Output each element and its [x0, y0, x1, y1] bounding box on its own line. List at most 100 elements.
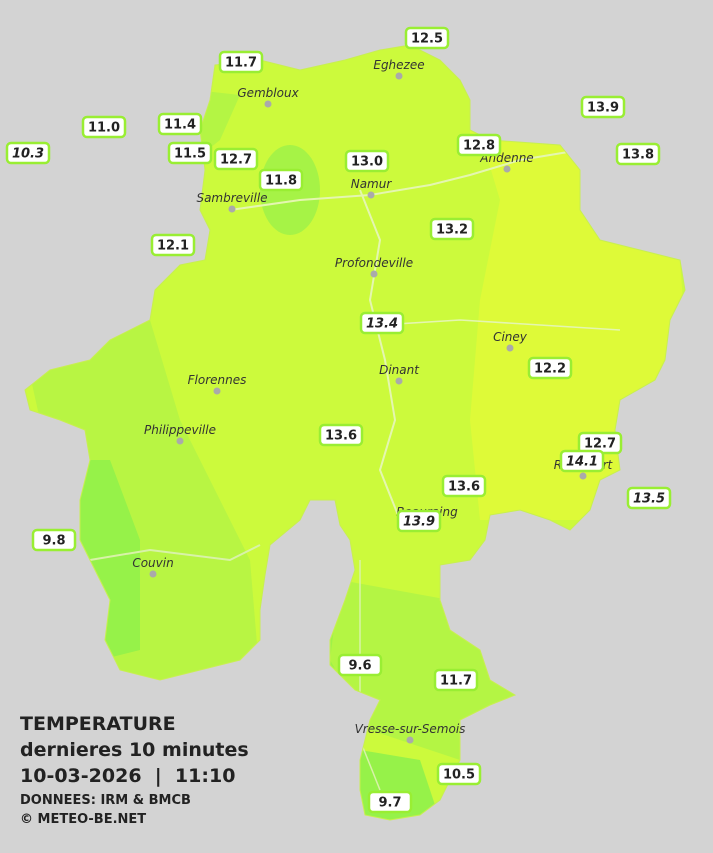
stations: 12.5 11.7 11.0 11.4 10.3 11.5 12.7 11.8 13.0 12.8… [5, 26, 672, 814]
city-dot [149, 570, 157, 578]
station: 13.6 [318, 423, 364, 447]
legend-source: DONNEES: IRM & BMCB [20, 793, 191, 808]
city-dot [228, 205, 236, 213]
legend-copyright: © METEO-BE.NET [20, 812, 146, 827]
city-label: Ciney [493, 330, 528, 344]
city-label: Eghezee [373, 58, 424, 72]
station-value: 12.1 [157, 239, 189, 254]
station-value: 13.0 [351, 155, 383, 170]
legend-datetime: 10-03-2026 | 11:10 [20, 765, 235, 787]
station-box [404, 26, 450, 50]
station-value: 13.9 [403, 515, 435, 530]
station-value: 14.1 [566, 455, 598, 470]
city-label: Profondeville [335, 256, 413, 270]
city-label: Dinant [379, 363, 420, 377]
station: 11.4 [157, 112, 203, 136]
city-label: Philippeville [144, 423, 216, 437]
station-value: 11.8 [265, 174, 297, 189]
station: 9.8 [31, 528, 77, 552]
station: 12.8 [456, 133, 502, 157]
station-value: 12.7 [220, 153, 252, 168]
station-value: 12.8 [463, 139, 495, 154]
station-box [559, 449, 605, 473]
station: 13.5 [626, 486, 672, 510]
station: 11.5 [167, 141, 213, 165]
station: 14.1 [559, 449, 605, 473]
station: 13.0 [344, 149, 390, 173]
station-value: 13.6 [325, 429, 357, 444]
station-box [337, 653, 383, 677]
station-value: 13.5 [633, 492, 665, 507]
station: 10.5 [436, 762, 482, 786]
station-box [396, 509, 442, 533]
station-value: 9.8 [42, 534, 65, 549]
station-value: 11.4 [164, 118, 196, 133]
station-box [150, 233, 196, 257]
city-label: Florennes [188, 373, 247, 387]
station: 12.2 [527, 356, 573, 380]
station-value: 11.7 [225, 56, 257, 71]
station-box [367, 790, 413, 814]
city-dot [406, 736, 414, 744]
station-value: 9.6 [348, 659, 371, 674]
station-box [258, 168, 304, 192]
station: 10.3 [5, 141, 51, 165]
city-dot [367, 191, 375, 199]
station-box [429, 217, 475, 241]
station-box [433, 668, 479, 692]
station-box [213, 147, 259, 171]
station: 9.6 [337, 653, 383, 677]
station-box [167, 141, 213, 165]
city-dot [176, 437, 184, 445]
station-box [81, 115, 127, 139]
city-dot [370, 270, 378, 278]
station-value: 11.0 [88, 121, 120, 136]
legend-title: TEMPERATURE [20, 713, 176, 735]
cities: GemblouxEghezeeAndenneNamurSambrevillePr… [132, 58, 614, 744]
station-value: 10.5 [443, 768, 475, 783]
station: 13.8 [615, 142, 661, 166]
station: 11.0 [81, 115, 127, 139]
station: 11.7 [433, 668, 479, 692]
city-dot [213, 387, 221, 395]
city-dot [506, 344, 514, 352]
station-value: 10.3 [12, 147, 44, 162]
station: 11.8 [258, 168, 304, 192]
city-dot [264, 100, 272, 108]
station-value: 13.9 [587, 101, 619, 116]
station-value: 13.6 [448, 480, 480, 495]
station-box [344, 149, 390, 173]
station: 13.9 [396, 509, 442, 533]
station: 9.7 [367, 790, 413, 814]
station: 13.4 [359, 311, 405, 335]
city-label: Couvin [132, 556, 173, 570]
station-value: 12.7 [584, 437, 616, 452]
station-box [456, 133, 502, 157]
city-label: Sambreville [196, 191, 267, 205]
legend: TEMPERATURE dernieres 10 minutes 10-03-2… [20, 713, 249, 827]
station-value: 11.5 [174, 147, 206, 162]
station: 12.7 [577, 431, 623, 455]
city-dot [503, 165, 511, 173]
station-value: 13.2 [436, 223, 468, 238]
station-box [218, 50, 264, 74]
station-box [157, 112, 203, 136]
city-label: Gembloux [237, 86, 299, 100]
city-dot [579, 472, 587, 480]
station-box [318, 423, 364, 447]
station: 13.2 [429, 217, 475, 241]
station-box [626, 486, 672, 510]
station: 11.7 [218, 50, 264, 74]
station-value: 9.7 [378, 796, 401, 811]
station: 13.6 [441, 474, 487, 498]
station-box [615, 142, 661, 166]
station-value: 12.2 [534, 362, 566, 377]
station: 12.5 [404, 26, 450, 50]
station-box [436, 762, 482, 786]
station: 12.1 [150, 233, 196, 257]
station-box [441, 474, 487, 498]
station-value: 11.7 [440, 674, 472, 689]
station-value: 12.5 [411, 32, 443, 47]
city-dot [395, 72, 403, 80]
